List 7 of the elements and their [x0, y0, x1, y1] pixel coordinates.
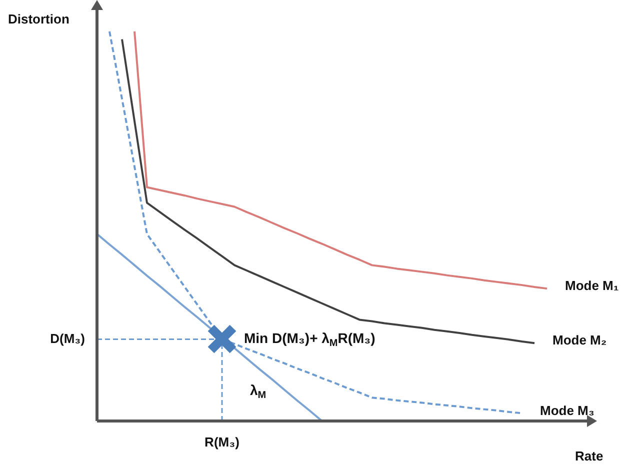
x-axis-title: Rate [575, 448, 604, 464]
series-label: Mode M₁ [565, 278, 619, 294]
ref-line-label: D(M₃) [50, 330, 86, 346]
series-label: Mode M₂ [552, 332, 607, 348]
series-label: Mode M₃ [540, 402, 594, 418]
y-axis-title: Distortion [8, 12, 70, 27]
text: R(M₃) [204, 434, 240, 450]
